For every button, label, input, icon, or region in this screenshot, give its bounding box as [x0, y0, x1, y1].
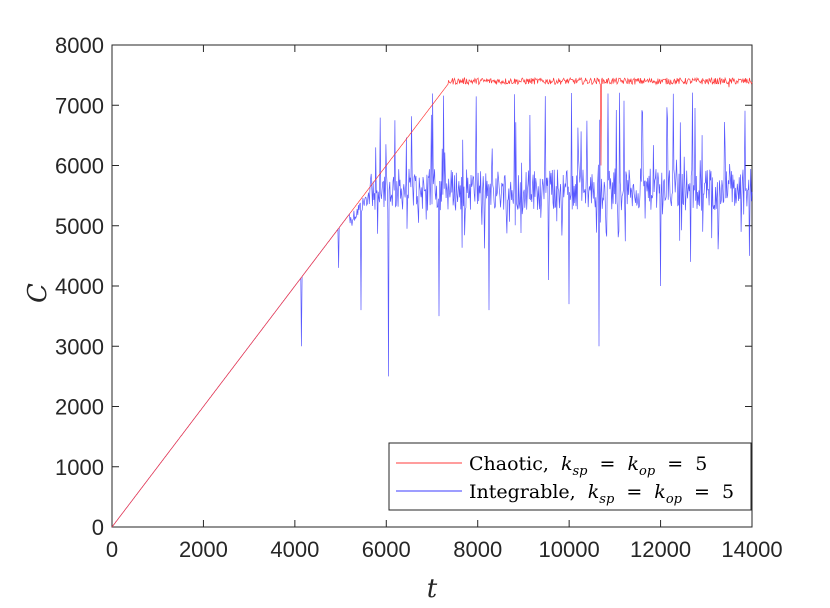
y-tick-label: 2000: [55, 395, 104, 420]
y-tick-label: 8000: [55, 33, 104, 58]
y-tick-label: 5000: [55, 214, 104, 239]
x-tick-label: 0: [106, 537, 118, 562]
legend-entry-chaotic: Chaotic, ksp = kop = 5: [469, 453, 707, 480]
x-tick-label: 12000: [630, 537, 691, 562]
x-tick-label: 14000: [721, 537, 782, 562]
legend-box: [388, 442, 752, 511]
y-tick-label: 4000: [55, 274, 104, 299]
x-tick-label: 4000: [270, 537, 319, 562]
series-line-chaotic: [111, 76, 753, 528]
y-axis-label: C: [23, 283, 53, 303]
y-tick-label: 7000: [55, 93, 104, 118]
y-tick-label: 1000: [55, 455, 104, 480]
axis-ticks: 0 2000 4000 6000 8000 10000 12000 14000 0 1000 200…: [55, 33, 783, 562]
x-tick-label: 2000: [179, 537, 228, 562]
legend-entry-integrable: Integrable, ksp = kop = 5: [469, 481, 734, 508]
x-tick-label: 6000: [362, 537, 411, 562]
x-tick-label: 8000: [453, 537, 502, 562]
x-axis-label: t: [427, 574, 438, 604]
y-tick-label: 0: [92, 515, 104, 540]
x-tick-label: 10000: [539, 537, 600, 562]
legend-prefix-chaotic: Chaotic,: [469, 453, 549, 475]
legend: Chaotic, ksp = kop = 5 Integrable, ksp =…: [388, 442, 752, 511]
y-tick-label: 6000: [55, 154, 104, 179]
legend-prefix-integrable: Integrable,: [469, 481, 576, 503]
series-layer: [111, 76, 753, 528]
y-tick-label: 3000: [55, 334, 104, 359]
